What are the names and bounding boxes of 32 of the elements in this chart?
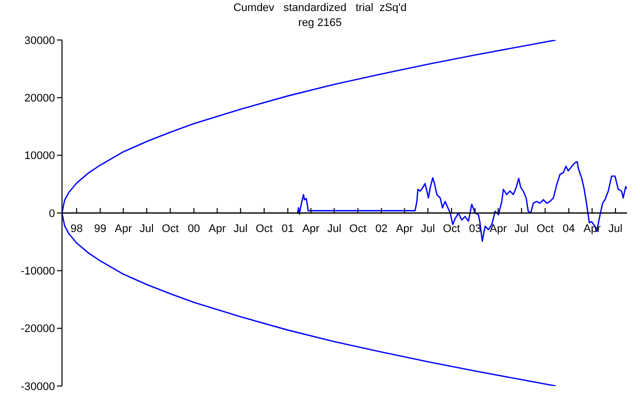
x-tick-label: 04 xyxy=(562,223,575,235)
x-tick-label: Apr xyxy=(302,223,320,235)
x-tick-label: Jul xyxy=(327,223,342,235)
chart-title: Cumdev standardized trial zSq'd xyxy=(232,2,408,14)
line-series xyxy=(296,161,627,242)
x-tick-label: 00 xyxy=(188,223,200,235)
chart-subtitle: reg 2165 xyxy=(297,17,343,29)
y-tick-label: 10000 xyxy=(24,150,55,162)
x-tick-label: Apr xyxy=(114,223,132,235)
x-tick-label: 02 xyxy=(375,223,388,235)
x-tick-label: Jul xyxy=(608,223,622,235)
x-tick-label: Apr xyxy=(208,223,226,235)
x-tick-label: Oct xyxy=(256,223,273,235)
x-tick-label: Jul xyxy=(420,223,435,235)
x-tick-label: Oct xyxy=(536,223,554,235)
x-tick-label: 01 xyxy=(282,223,294,235)
x-tick-label: Apr xyxy=(396,223,414,235)
x-tick-label: Oct xyxy=(162,223,179,235)
x-tick-label: Jul xyxy=(514,223,529,235)
x-tick-label: Apr xyxy=(490,223,508,235)
y-tick-label: 20000 xyxy=(24,92,55,105)
x-tick-label: 99 xyxy=(94,223,106,235)
y-tick-label: 0 xyxy=(48,208,55,220)
x-tick-label: 98 xyxy=(70,223,83,235)
y-tick-label: -20000 xyxy=(20,323,55,336)
y-tick-label: -10000 xyxy=(20,266,55,278)
y-tick-label: -30000 xyxy=(20,380,55,393)
x-tick-label: Oct xyxy=(442,223,460,235)
x-tick-label: Jul xyxy=(140,223,154,235)
x-tick-label: Jul xyxy=(234,223,248,235)
y-tick-label: 30000 xyxy=(24,34,55,47)
x-tick-label: Oct xyxy=(349,223,366,235)
